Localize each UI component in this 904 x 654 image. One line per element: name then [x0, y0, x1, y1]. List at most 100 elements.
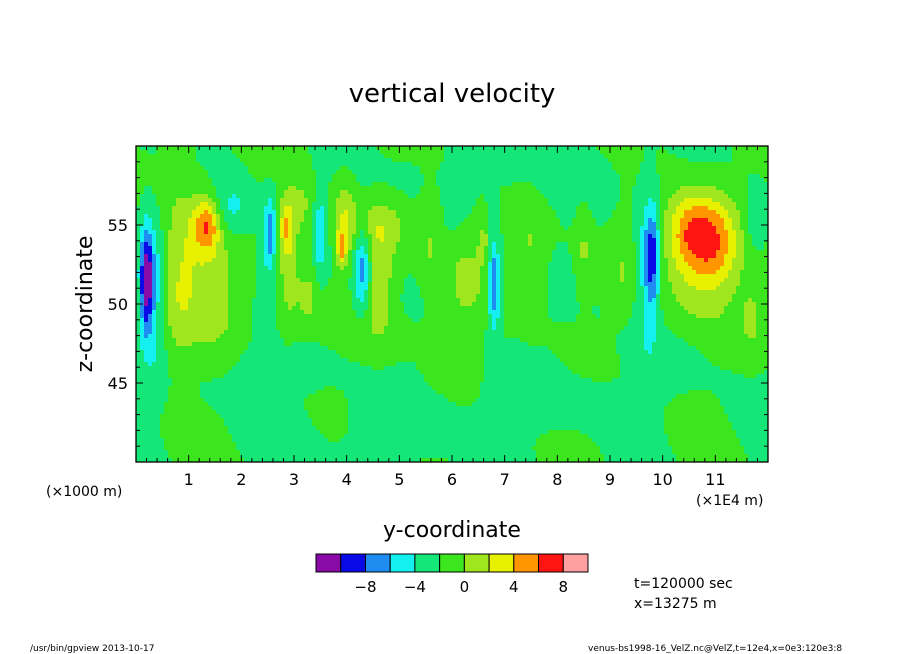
contour-cell	[408, 194, 413, 199]
contour-cell	[548, 198, 553, 203]
contour-cell	[456, 270, 461, 275]
contour-cell	[556, 234, 561, 239]
contour-cell	[408, 202, 413, 207]
contour-cell	[440, 186, 445, 191]
contour-cell	[164, 242, 169, 247]
contour-cell	[712, 254, 717, 259]
contour-cell	[656, 178, 661, 183]
contour-cell	[736, 234, 741, 239]
contour-cell	[376, 214, 381, 219]
contour-cell	[560, 174, 565, 179]
contour-cell	[688, 198, 693, 203]
contour-cell	[388, 218, 393, 223]
contour-cell	[748, 238, 753, 243]
contour-cell	[556, 190, 561, 195]
contour-cell	[496, 174, 501, 179]
contour-cell	[744, 170, 749, 175]
contour-cell	[180, 202, 185, 207]
contour-cell	[216, 218, 221, 223]
contour-cell	[348, 178, 353, 183]
contour-cell	[300, 146, 305, 151]
contour-cell	[352, 166, 357, 171]
contour-cell	[196, 154, 201, 159]
contour-cell	[352, 262, 357, 267]
contour-cell	[272, 262, 277, 267]
contour-cell	[624, 146, 629, 151]
contour-cell	[404, 210, 409, 215]
contour-cell	[548, 202, 553, 207]
contour-cell	[652, 210, 657, 215]
contour-cell	[752, 234, 757, 239]
contour-cell	[304, 202, 309, 207]
contour-cell	[544, 246, 549, 251]
contour-cell	[600, 246, 605, 251]
contour-cell	[704, 210, 709, 215]
contour-cell	[336, 206, 341, 211]
contour-cell	[192, 158, 197, 163]
contour-cell	[320, 254, 325, 259]
contour-cell	[388, 186, 393, 191]
contour-cell	[336, 158, 341, 163]
contour-cell	[428, 170, 433, 175]
contour-cell	[360, 254, 365, 259]
contour-cell	[320, 162, 325, 167]
contour-cell	[556, 246, 561, 251]
contour-cell	[716, 150, 721, 155]
contour-cell	[264, 158, 269, 163]
contour-cell	[640, 182, 645, 187]
contour-cell	[140, 266, 145, 271]
contour-cell	[728, 230, 733, 235]
contour-cell	[152, 246, 157, 251]
contour-cell	[656, 194, 661, 199]
contour-cell	[372, 202, 377, 207]
contour-cell	[356, 230, 361, 235]
contour-cell	[272, 238, 277, 243]
contour-cell	[532, 254, 537, 259]
contour-cell	[268, 154, 273, 159]
contour-cell	[720, 214, 725, 219]
contour-cell	[516, 250, 521, 255]
contour-cell	[568, 214, 573, 219]
contour-cell	[240, 210, 245, 215]
contour-cell	[524, 214, 529, 219]
contour-cell	[316, 190, 321, 195]
contour-cell	[628, 242, 633, 247]
contour-cell	[432, 234, 437, 239]
contour-cell	[184, 178, 189, 183]
contour-cell	[388, 258, 393, 263]
contour-cell	[516, 230, 521, 235]
contour-cell	[732, 210, 737, 215]
contour-cell	[568, 174, 573, 179]
contour-cell	[324, 202, 329, 207]
contour-cell	[392, 214, 397, 219]
contour-cell	[352, 178, 357, 183]
contour-cell	[688, 174, 693, 179]
contour-cell	[536, 210, 541, 215]
contour-cell	[620, 226, 625, 231]
contour-cell	[592, 202, 597, 207]
contour-cell	[748, 218, 753, 223]
contour-cell	[136, 198, 141, 203]
contour-cell	[732, 154, 737, 159]
contour-cell	[384, 154, 389, 159]
contour-cell	[440, 154, 445, 159]
contour-cell	[444, 194, 449, 199]
contour-cell	[360, 198, 365, 203]
contour-cell	[148, 238, 153, 243]
contour-cell	[656, 250, 661, 255]
contour-cell	[584, 150, 589, 155]
contour-cell	[700, 262, 705, 267]
contour-cell	[568, 262, 573, 267]
contour-cell	[300, 182, 305, 187]
contour-cell	[136, 190, 141, 195]
contour-cell	[744, 198, 749, 203]
contour-cell	[292, 202, 297, 207]
contour-cell	[600, 190, 605, 195]
contour-cell	[464, 186, 469, 191]
contour-cell	[552, 194, 557, 199]
contour-cell	[308, 226, 313, 231]
contour-cell	[508, 174, 513, 179]
contour-cell	[440, 226, 445, 231]
contour-cell	[560, 226, 565, 231]
contour-cell	[648, 250, 653, 255]
